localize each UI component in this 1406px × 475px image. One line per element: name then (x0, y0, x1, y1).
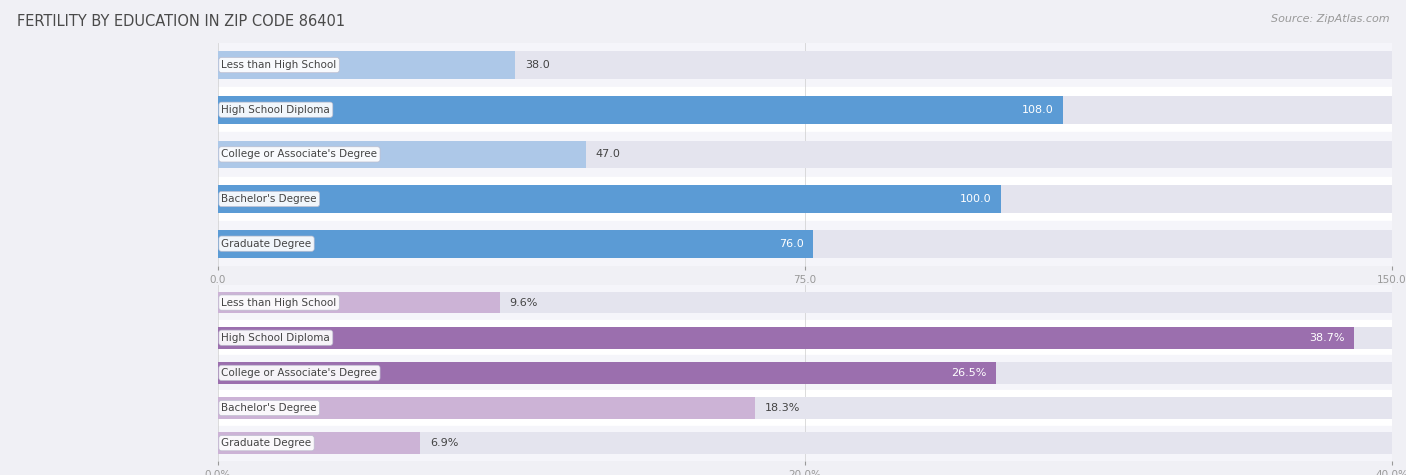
Bar (218, 230, 1392, 257)
Text: 47.0: 47.0 (595, 149, 620, 160)
Text: Bachelor's Degree: Bachelor's Degree (222, 194, 316, 204)
Text: 38.7%: 38.7% (1309, 332, 1344, 343)
Bar (218, 87, 1392, 132)
Bar (218, 185, 1392, 213)
Text: 26.5%: 26.5% (950, 368, 987, 378)
Bar (218, 327, 1392, 349)
Text: Graduate Degree: Graduate Degree (222, 238, 312, 249)
Text: College or Associate's Degree: College or Associate's Degree (222, 149, 377, 160)
Bar (218, 362, 995, 384)
Bar (218, 132, 1392, 177)
Text: 108.0: 108.0 (1022, 104, 1054, 115)
Bar (218, 285, 1392, 320)
Bar (218, 432, 420, 454)
Bar (218, 51, 516, 79)
Bar (218, 96, 1392, 124)
Bar (218, 355, 1392, 390)
Text: FERTILITY BY EDUCATION IN ZIP CODE 86401: FERTILITY BY EDUCATION IN ZIP CODE 86401 (17, 14, 344, 29)
Bar (218, 221, 1392, 266)
Bar (218, 292, 1392, 314)
Text: High School Diploma: High School Diploma (222, 332, 330, 343)
Bar (218, 43, 1392, 87)
Bar (218, 397, 755, 419)
Text: 6.9%: 6.9% (430, 438, 458, 448)
Bar (218, 327, 1354, 349)
Text: 9.6%: 9.6% (509, 297, 537, 308)
Text: 76.0: 76.0 (779, 238, 803, 249)
Bar (218, 230, 813, 257)
Bar (218, 432, 1392, 454)
Text: Graduate Degree: Graduate Degree (222, 438, 312, 448)
Text: 38.0: 38.0 (524, 60, 550, 70)
Bar (218, 320, 1392, 355)
Text: Bachelor's Degree: Bachelor's Degree (222, 403, 316, 413)
Bar (218, 390, 1392, 426)
Text: 18.3%: 18.3% (765, 403, 800, 413)
Bar (218, 141, 1392, 168)
Text: Source: ZipAtlas.com: Source: ZipAtlas.com (1271, 14, 1389, 24)
Bar (218, 292, 499, 314)
Bar (218, 177, 1392, 221)
Bar (218, 362, 1392, 384)
Bar (218, 397, 1392, 419)
Text: High School Diploma: High School Diploma (222, 104, 330, 115)
Text: Less than High School: Less than High School (222, 60, 336, 70)
Bar (218, 96, 1063, 124)
Bar (218, 426, 1392, 461)
Bar (218, 141, 586, 168)
Bar (218, 51, 1392, 79)
Text: 100.0: 100.0 (959, 194, 991, 204)
Bar (218, 185, 1001, 213)
Text: College or Associate's Degree: College or Associate's Degree (222, 368, 377, 378)
Text: Less than High School: Less than High School (222, 297, 336, 308)
